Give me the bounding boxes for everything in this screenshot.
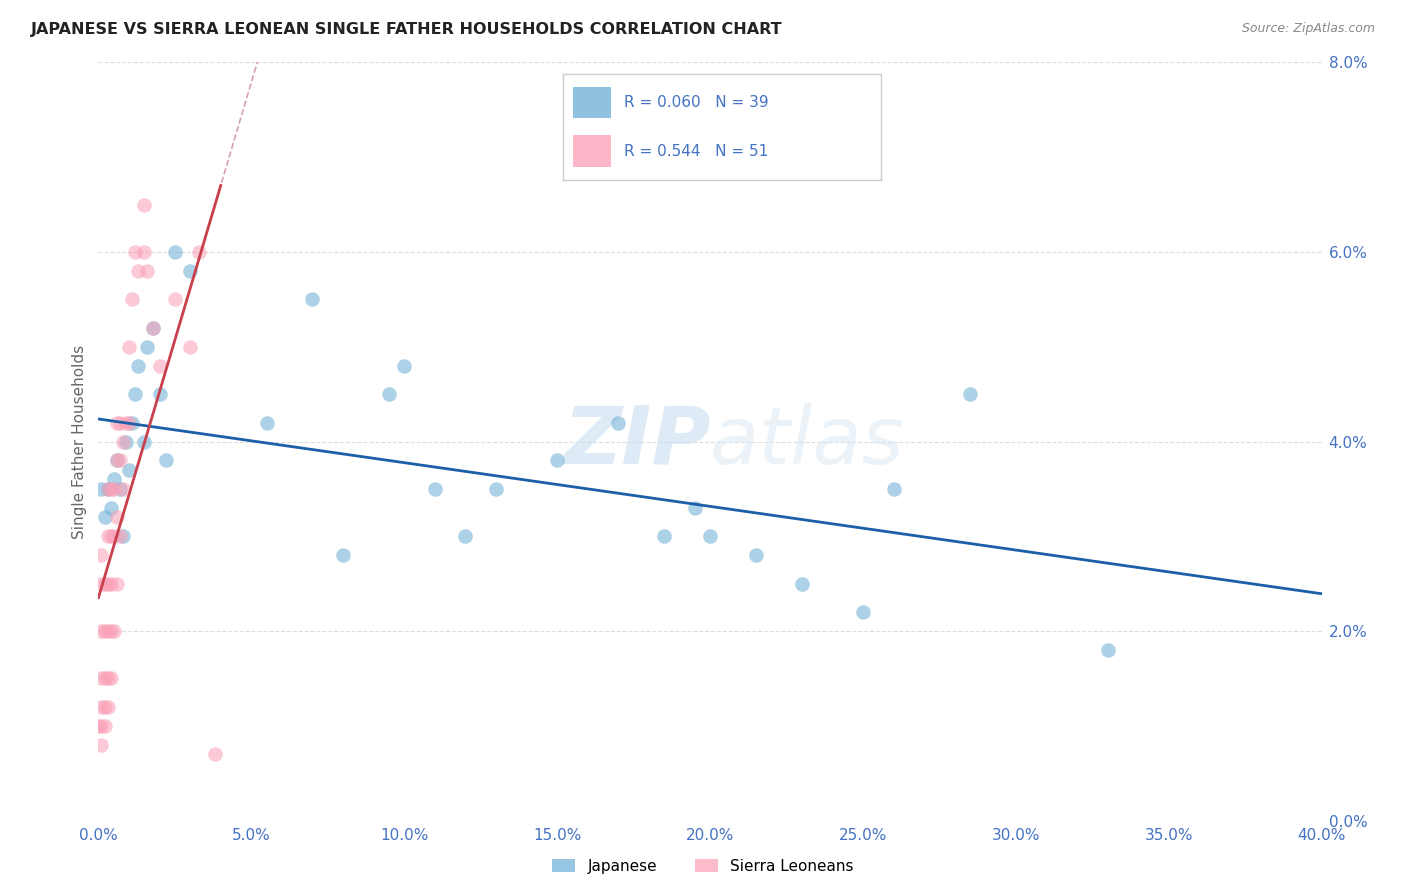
Point bbox=[378, 387, 401, 401]
Text: JAPANESE VS SIERRA LEONEAN SINGLE FATHER HOUSEHOLDS CORRELATION CHART: JAPANESE VS SIERRA LEONEAN SINGLE FATHER… bbox=[31, 22, 783, 37]
Point bbox=[745, 548, 768, 563]
Point bbox=[163, 293, 186, 307]
Point bbox=[155, 453, 177, 467]
Point bbox=[103, 624, 125, 639]
Point bbox=[852, 605, 875, 619]
Point bbox=[134, 244, 156, 259]
Point bbox=[124, 244, 146, 259]
Point bbox=[959, 387, 981, 401]
Point bbox=[93, 624, 115, 639]
Point bbox=[90, 719, 112, 733]
Point bbox=[454, 529, 477, 543]
Point bbox=[1097, 643, 1119, 657]
Point bbox=[142, 321, 165, 335]
Point bbox=[100, 500, 122, 515]
Point bbox=[100, 576, 122, 591]
Point bbox=[108, 529, 131, 543]
Point bbox=[179, 340, 201, 354]
Point bbox=[127, 264, 149, 278]
Point bbox=[97, 482, 120, 496]
Point bbox=[90, 672, 112, 686]
Point bbox=[100, 529, 122, 543]
Point bbox=[90, 738, 112, 752]
Point bbox=[93, 672, 115, 686]
Point bbox=[546, 453, 568, 467]
Point bbox=[103, 529, 125, 543]
Point bbox=[883, 482, 905, 496]
Point bbox=[423, 482, 446, 496]
Point bbox=[97, 672, 120, 686]
Point bbox=[105, 576, 128, 591]
Point bbox=[90, 548, 112, 563]
Point bbox=[97, 529, 120, 543]
Point bbox=[90, 699, 112, 714]
Point bbox=[127, 359, 149, 373]
Point bbox=[105, 453, 128, 467]
Point bbox=[111, 434, 134, 449]
Point bbox=[149, 359, 172, 373]
Point bbox=[93, 510, 115, 524]
Point bbox=[118, 416, 141, 430]
Point bbox=[392, 359, 416, 373]
Point bbox=[97, 482, 120, 496]
Point bbox=[652, 529, 675, 543]
Point bbox=[121, 293, 143, 307]
Point bbox=[142, 321, 165, 335]
Point bbox=[93, 719, 115, 733]
Point bbox=[121, 416, 143, 430]
Point bbox=[115, 434, 138, 449]
Point bbox=[105, 453, 128, 467]
Point bbox=[332, 548, 354, 563]
Point bbox=[108, 453, 131, 467]
Point bbox=[97, 624, 120, 639]
Point bbox=[103, 482, 125, 496]
Point bbox=[100, 672, 122, 686]
Y-axis label: Single Father Households: Single Father Households bbox=[72, 344, 87, 539]
Point bbox=[118, 463, 141, 477]
Point bbox=[108, 416, 131, 430]
Point bbox=[105, 510, 128, 524]
Point bbox=[683, 500, 706, 515]
Point bbox=[134, 434, 156, 449]
Text: atlas: atlas bbox=[710, 402, 905, 481]
Point bbox=[90, 624, 112, 639]
Point bbox=[97, 699, 120, 714]
Point bbox=[179, 264, 201, 278]
Point bbox=[105, 416, 128, 430]
Point bbox=[790, 576, 813, 591]
Point bbox=[699, 529, 721, 543]
Point bbox=[93, 699, 115, 714]
Point bbox=[134, 197, 156, 211]
Point bbox=[607, 416, 630, 430]
Text: ZIP: ZIP bbox=[562, 402, 710, 481]
Point bbox=[103, 473, 125, 487]
Point bbox=[97, 576, 120, 591]
Point bbox=[100, 482, 122, 496]
Point bbox=[115, 416, 138, 430]
Point bbox=[108, 482, 131, 496]
Point bbox=[124, 387, 146, 401]
Point bbox=[149, 387, 172, 401]
Point bbox=[90, 482, 112, 496]
Point bbox=[100, 624, 122, 639]
Point bbox=[93, 576, 115, 591]
Point bbox=[90, 576, 112, 591]
Point bbox=[136, 264, 159, 278]
Point bbox=[111, 482, 134, 496]
Point bbox=[111, 529, 134, 543]
Point bbox=[301, 293, 323, 307]
Legend: Japanese, Sierra Leoneans: Japanese, Sierra Leoneans bbox=[546, 853, 860, 880]
Point bbox=[188, 244, 211, 259]
Point bbox=[118, 340, 141, 354]
Point bbox=[87, 719, 110, 733]
Point bbox=[163, 244, 186, 259]
Point bbox=[204, 747, 226, 762]
Point bbox=[485, 482, 508, 496]
Point bbox=[136, 340, 159, 354]
Point bbox=[256, 416, 278, 430]
Text: Source: ZipAtlas.com: Source: ZipAtlas.com bbox=[1241, 22, 1375, 36]
